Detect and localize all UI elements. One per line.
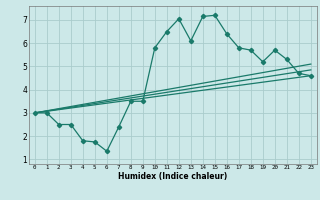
X-axis label: Humidex (Indice chaleur): Humidex (Indice chaleur) [118,172,228,181]
